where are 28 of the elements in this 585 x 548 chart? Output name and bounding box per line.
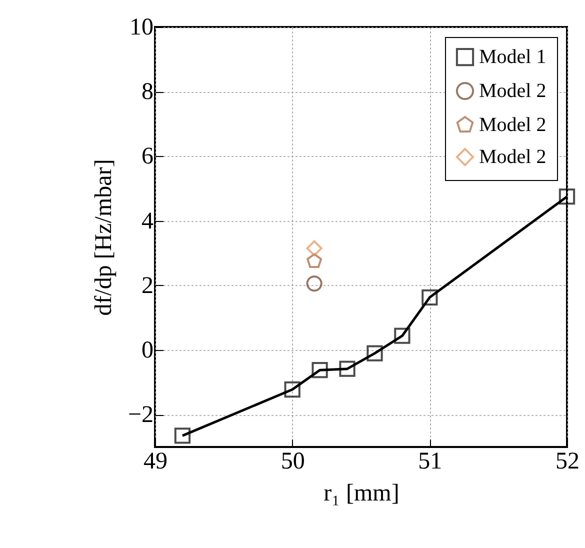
y-tick-label: 2 <box>142 272 154 299</box>
legend-label: Model 1 <box>479 46 546 68</box>
point <box>284 381 300 398</box>
point <box>306 240 322 256</box>
legend-label: Model 2 <box>479 114 546 136</box>
x-tick-label: 49 <box>144 448 168 474</box>
y-axis-title: df/dp [Hz/mbar] <box>90 159 117 316</box>
point <box>422 289 438 306</box>
y-tick-label: −2 <box>128 402 154 428</box>
y-tick-label: 4 <box>142 208 154 234</box>
x-tick-label: 50 <box>280 448 305 474</box>
x-tick-label: 51 <box>418 448 442 474</box>
y-tick-label: 8 <box>142 79 154 106</box>
legend-label: Model 2 <box>479 146 546 168</box>
point <box>312 362 328 378</box>
y-tick-label: 6 <box>142 144 154 170</box>
legend-label: Model 2 <box>479 80 546 102</box>
x-tick-label: 52 <box>556 448 580 474</box>
point <box>558 188 576 205</box>
point <box>366 345 383 362</box>
y-tick-label: 10 <box>130 14 154 40</box>
point <box>394 328 410 344</box>
x-axis-title: r₁ [mm] <box>324 480 400 506</box>
y-tick-label: 0 <box>142 338 154 364</box>
point <box>306 275 322 292</box>
point <box>306 253 322 268</box>
point <box>174 428 191 444</box>
point <box>339 360 356 377</box>
